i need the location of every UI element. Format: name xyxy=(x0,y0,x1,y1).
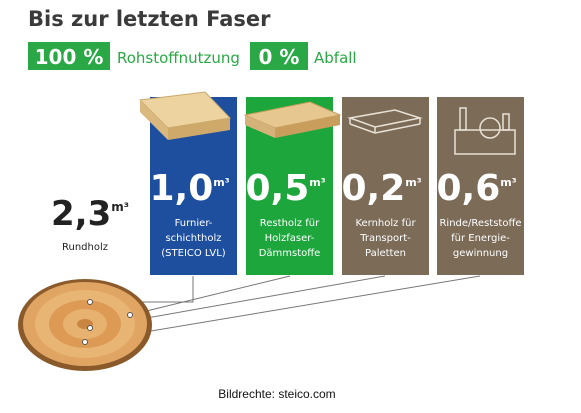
product-label: Dämmstoffe xyxy=(259,248,321,259)
amount: 1,0 xyxy=(149,168,213,209)
product-amount: 0,6m³ xyxy=(436,168,516,209)
product-label: schichtholz xyxy=(165,233,221,244)
log xyxy=(18,279,152,371)
product-label: Restholz für xyxy=(260,218,320,229)
product-label: Transport- xyxy=(359,233,411,244)
product-label: (STEICO LVL) xyxy=(161,248,226,259)
amount: 2,3 xyxy=(51,194,111,234)
unit: m³ xyxy=(309,176,325,189)
source-amount: 2,3m³ xyxy=(51,194,129,234)
unit: m³ xyxy=(500,176,516,189)
stat-value: 0 % xyxy=(259,45,300,69)
product-label: Paletten xyxy=(365,248,406,259)
product-label: für Energie- xyxy=(451,233,510,244)
unit: m³ xyxy=(405,176,421,189)
product-amount: 0,2m³ xyxy=(341,168,421,209)
caption: Bildrechte: steico.com xyxy=(218,387,335,401)
amount: 0,2 xyxy=(341,168,405,209)
product-label: gewinnung xyxy=(453,248,508,259)
unit: m³ xyxy=(111,200,129,214)
product-label: Holzfaser- xyxy=(265,233,315,244)
title: Bis zur letzten Faser xyxy=(28,7,271,31)
amount: 0,6 xyxy=(436,168,500,209)
product-label: Kernholz für xyxy=(355,218,416,229)
amount: 0,5 xyxy=(245,168,309,209)
unit: m³ xyxy=(213,176,229,189)
product-images xyxy=(138,91,516,155)
source-label: Rundholz xyxy=(62,242,108,253)
product-label: Rinde/Reststoffe xyxy=(439,218,521,229)
stat-box xyxy=(28,42,110,70)
stat-label: Abfall xyxy=(314,49,357,67)
product-label: Furnier- xyxy=(175,218,213,229)
stat-box xyxy=(250,42,308,70)
stat-label: Rohstoffnutzung xyxy=(117,49,240,67)
product-amount: 1,0m³ xyxy=(149,168,229,209)
product-amount: 0,5m³ xyxy=(245,168,325,209)
stat-value: 100 % xyxy=(35,45,104,69)
